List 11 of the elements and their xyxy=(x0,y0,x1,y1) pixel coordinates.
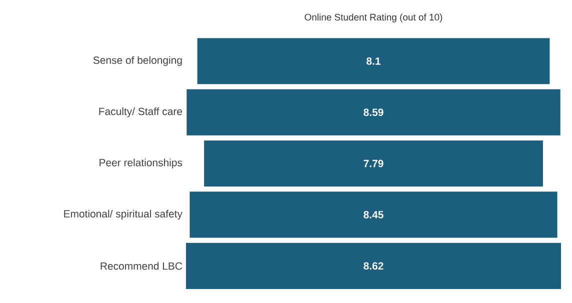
category-label: Sense of belonging xyxy=(93,56,182,66)
data-label: 8.62 xyxy=(364,262,384,270)
category-label: Recommend LBC xyxy=(100,262,182,270)
category-label: Faculty/ Staff care xyxy=(99,107,182,118)
data-label: 8.45 xyxy=(364,211,384,218)
category-label: Peer relationships xyxy=(100,158,182,168)
data-label: 7.79 xyxy=(364,160,384,168)
data-label: 8.59 xyxy=(364,108,384,116)
text: Online Student Rating (out of 10) xyxy=(304,14,442,22)
data-label: 8.1 xyxy=(366,57,380,65)
category-label: Emotional/ spiritual safety xyxy=(64,210,182,220)
